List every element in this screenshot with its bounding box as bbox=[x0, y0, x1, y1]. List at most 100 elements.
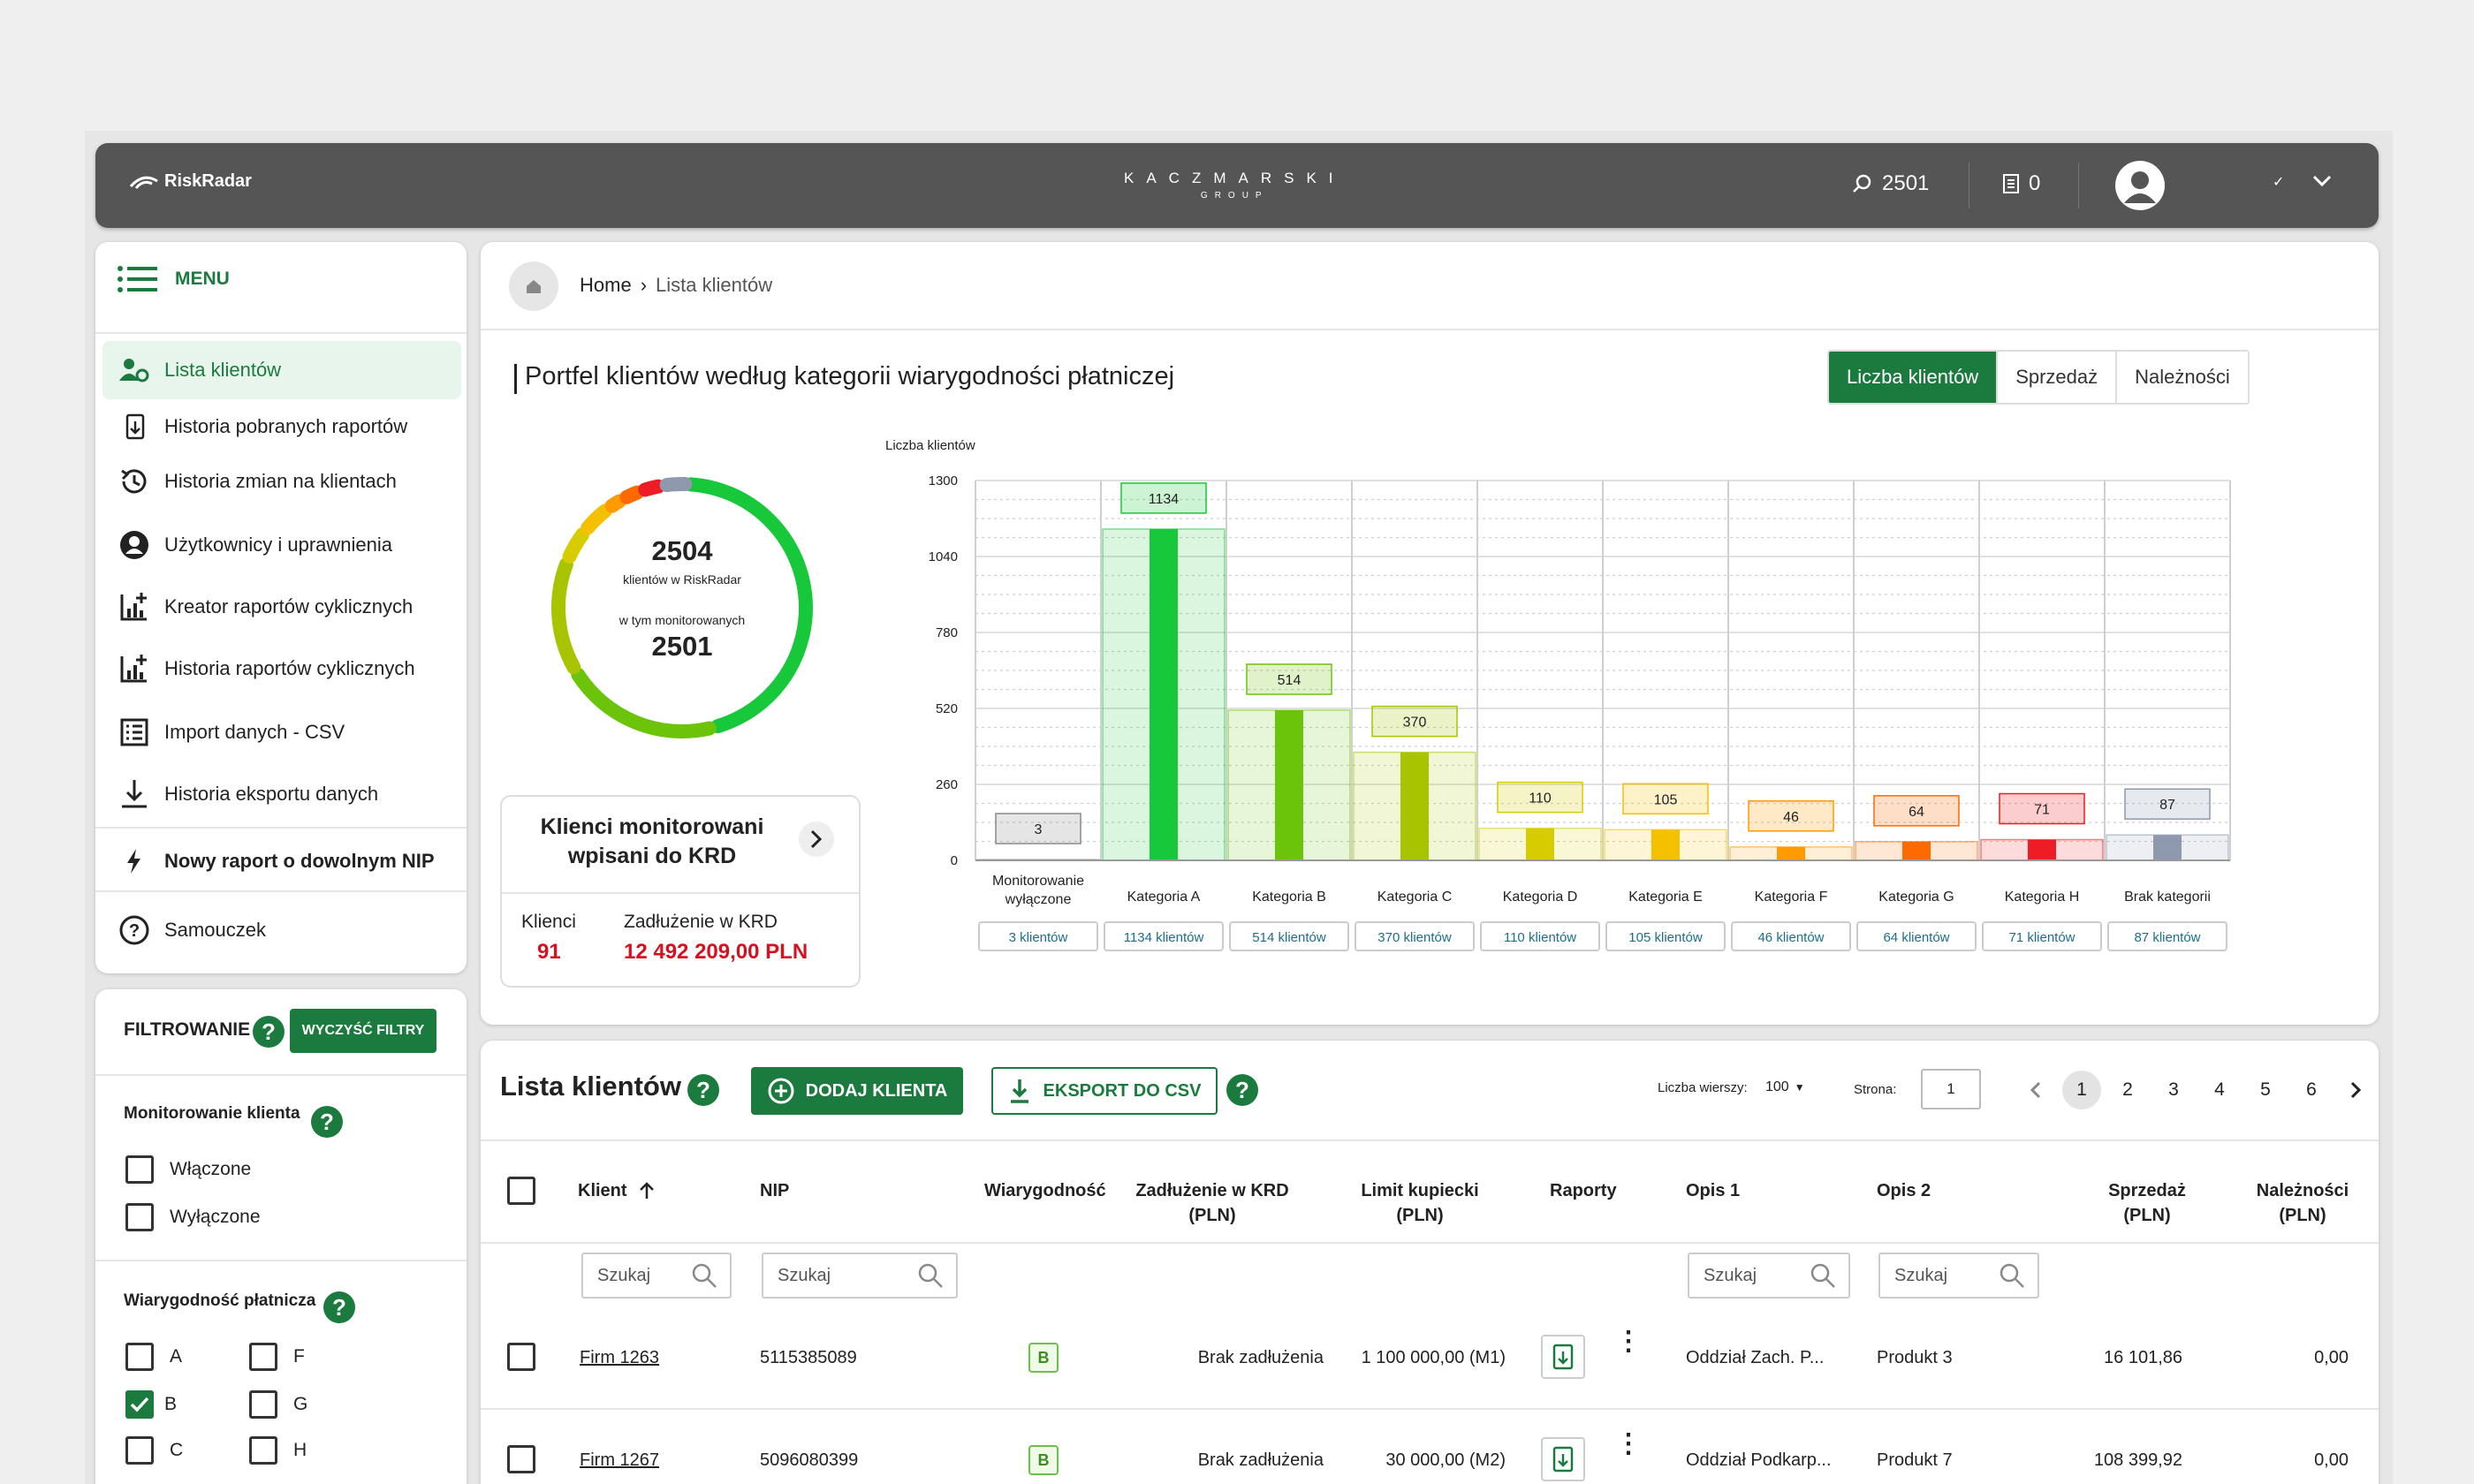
page-button-3[interactable]: 3 bbox=[2168, 1079, 2179, 1100]
sidebar-item-users[interactable]: Użytkownicy i uprawnienia bbox=[102, 516, 461, 574]
portfolio-title: Portfel klientów według kategorii wiaryg… bbox=[525, 362, 1175, 390]
tab-receivables[interactable]: Należności bbox=[2115, 352, 2248, 403]
page-input[interactable]: 1 bbox=[1921, 1069, 1981, 1109]
report-button[interactable] bbox=[1541, 1437, 1585, 1481]
hamburger-icon bbox=[118, 266, 157, 292]
checkbox-checked[interactable] bbox=[125, 1390, 154, 1419]
reports-count-button[interactable]: 0 bbox=[2002, 171, 2040, 196]
column-receivables[interactable]: Należności (PLN) bbox=[2256, 1181, 2349, 1225]
client-link[interactable]: Firm 1263 bbox=[580, 1348, 660, 1367]
column-credit[interactable]: Wiarygodność bbox=[984, 1181, 1106, 1200]
page-button-5[interactable]: 5 bbox=[2260, 1079, 2271, 1100]
brand-name: KACZMARSKI bbox=[1124, 170, 1346, 186]
sidebar-item-cyclic-history[interactable]: Historia raportów cyklicznych bbox=[102, 640, 461, 698]
sidebar-item-client-changes[interactable]: Historia zmian na klientach bbox=[102, 452, 461, 511]
row-checkbox[interactable] bbox=[507, 1343, 535, 1371]
donut-segment bbox=[581, 504, 612, 535]
add-client-label: DODAJ KLIENTA bbox=[805, 1080, 948, 1101]
sidebar-item-tutorial[interactable]: ? Samouczek bbox=[102, 901, 461, 959]
client-search-input[interactable]: Szukaj bbox=[581, 1253, 732, 1298]
donut-total-label: klientów w RiskRadar bbox=[623, 572, 741, 587]
desc1-search-input[interactable]: Szukaj bbox=[1688, 1253, 1850, 1298]
brand-logo: KACZMARSKI GROUP bbox=[1124, 170, 1346, 201]
next-page-icon[interactable] bbox=[2336, 1071, 2375, 1109]
checkbox[interactable] bbox=[125, 1343, 154, 1371]
checkbox[interactable] bbox=[125, 1155, 154, 1184]
sidebar-item-new-report[interactable]: Nowy raport o dowolnym NIP bbox=[102, 832, 461, 890]
column-desc1[interactable]: Opis 1 bbox=[1686, 1181, 1741, 1200]
column-desc2[interactable]: Opis 2 bbox=[1877, 1181, 1931, 1200]
more-options-icon[interactable]: ⋮ bbox=[1615, 1431, 1642, 1458]
report-button[interactable] bbox=[1541, 1335, 1585, 1379]
checkbox[interactable] bbox=[125, 1203, 154, 1231]
breadcrumb-home[interactable]: Home bbox=[580, 274, 632, 296]
checkbox[interactable] bbox=[249, 1390, 277, 1419]
column-sales[interactable]: Sprzedaż (PLN) bbox=[2108, 1181, 2186, 1225]
monitoring-help-icon[interactable]: ? bbox=[311, 1106, 343, 1138]
credit-help-icon[interactable]: ? bbox=[323, 1291, 355, 1323]
desc2-search-input[interactable]: Szukaj bbox=[1878, 1253, 2039, 1298]
page-button-1[interactable]: 1 bbox=[2062, 1071, 2101, 1109]
krd-card[interactable]: Klienci monitorowani wpisani do KRD Klie… bbox=[500, 795, 861, 988]
select-all-checkbox[interactable] bbox=[507, 1177, 535, 1205]
row-checkbox[interactable] bbox=[507, 1445, 535, 1473]
sidebar-item-report-history[interactable]: Historia pobranych raportów bbox=[102, 398, 461, 456]
page-button-4[interactable]: 4 bbox=[2214, 1079, 2225, 1100]
search-placeholder: Szukaj bbox=[597, 1265, 651, 1285]
sidebar-item-export-history[interactable]: Historia eksportu danych bbox=[102, 765, 461, 823]
page-button-2[interactable]: 2 bbox=[2122, 1079, 2133, 1100]
document-icon bbox=[2003, 174, 2019, 193]
tab-client-count[interactable]: Liczba klientów bbox=[1829, 352, 1997, 403]
client-list-title: Lista klientów bbox=[500, 1071, 681, 1102]
add-client-button[interactable]: DODAJ KLIENTA bbox=[751, 1067, 963, 1115]
checkbox[interactable] bbox=[249, 1343, 277, 1371]
rows-select[interactable]: 100 ▼ bbox=[1765, 1079, 1805, 1095]
history-icon bbox=[121, 469, 147, 494]
tab-sales[interactable]: Sprzedaż bbox=[1996, 352, 2116, 403]
nip-search-input[interactable]: Szukaj bbox=[762, 1253, 958, 1298]
breadcrumb: Home › Lista klientów bbox=[580, 274, 772, 297]
credit-f-checkbox[interactable]: F bbox=[249, 1343, 305, 1371]
client-link[interactable]: Firm 1267 bbox=[580, 1450, 660, 1470]
checkbox[interactable] bbox=[249, 1436, 277, 1465]
credit-a-checkbox[interactable]: A bbox=[125, 1343, 182, 1371]
filter-help-icon[interactable]: ? bbox=[253, 1016, 285, 1048]
sidebar-item-report-creator[interactable]: Kreator raportów cyklicznych bbox=[102, 578, 461, 636]
sidebar-item-client-list[interactable]: Lista klientów bbox=[102, 341, 461, 399]
user-avatar[interactable] bbox=[2115, 161, 2165, 210]
home-icon[interactable] bbox=[509, 261, 558, 311]
column-krd-debt[interactable]: Zadłużenie w KRD (PLN) bbox=[1135, 1181, 1289, 1225]
desc1-value: Oddział Podkarp... bbox=[1686, 1450, 1832, 1470]
column-nip[interactable]: NIP bbox=[760, 1181, 790, 1200]
export-csv-button[interactable]: EKSPORT DO CSV bbox=[991, 1067, 1218, 1115]
page-button-6[interactable]: 6 bbox=[2306, 1079, 2317, 1100]
brand-sub: GROUP bbox=[1200, 191, 1269, 201]
column-limit[interactable]: Limit kupiecki (PLN) bbox=[1361, 1181, 1479, 1225]
column-client[interactable]: Klient bbox=[578, 1178, 656, 1203]
credit-filter-title: Wiarygodność płatnicza bbox=[124, 1291, 316, 1310]
export-help-icon[interactable]: ? bbox=[1226, 1074, 1258, 1106]
menu-toggle[interactable]: MENU bbox=[117, 265, 230, 293]
clear-filters-button[interactable]: WYCZYŚĆ FILTRY bbox=[290, 1009, 436, 1053]
list-help-icon[interactable]: ? bbox=[687, 1074, 719, 1106]
donut-segment bbox=[638, 479, 665, 497]
monitoring-on-checkbox[interactable]: Włączone bbox=[125, 1155, 251, 1184]
document-download-icon bbox=[1552, 1344, 1574, 1370]
riskradar-logo[interactable]: RiskRadar bbox=[127, 171, 252, 192]
more-options-icon[interactable]: ⋮ bbox=[1615, 1329, 1642, 1355]
prev-page-icon[interactable] bbox=[2016, 1071, 2055, 1109]
credit-g-checkbox[interactable]: G bbox=[249, 1390, 307, 1419]
search-count-button[interactable]: 2501 bbox=[1852, 171, 1929, 196]
chevron-right-icon[interactable] bbox=[799, 822, 834, 857]
donut-sub-label: w tym monitorowanych bbox=[618, 613, 746, 627]
chevron-down-icon[interactable] bbox=[2311, 170, 2333, 191]
donut-segment bbox=[604, 494, 626, 513]
donut-monitored: 2501 bbox=[651, 631, 713, 662]
credit-h-checkbox[interactable]: H bbox=[249, 1436, 307, 1465]
sidebar-item-csv-import[interactable]: Import danych - CSV bbox=[102, 703, 461, 761]
help-circle-icon: ? bbox=[119, 915, 149, 945]
credit-c-checkbox[interactable]: C bbox=[125, 1436, 183, 1465]
checkbox[interactable] bbox=[125, 1436, 154, 1465]
monitoring-off-checkbox[interactable]: Wyłączone bbox=[125, 1203, 261, 1231]
credit-b-checkbox[interactable]: B bbox=[125, 1390, 177, 1419]
